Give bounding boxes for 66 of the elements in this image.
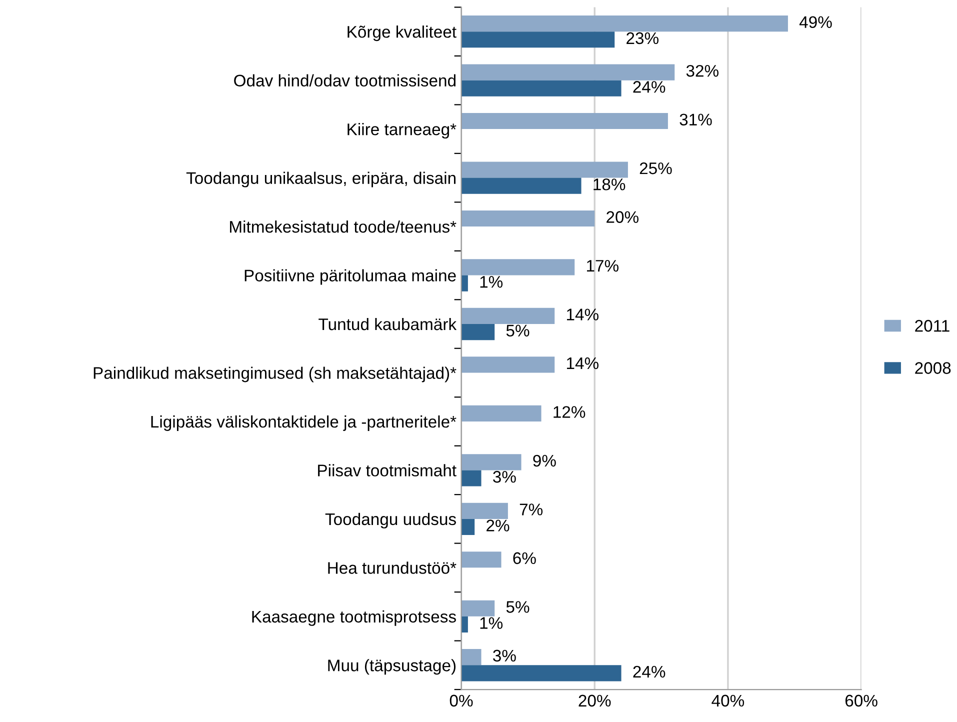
data-label: 14% <box>566 357 598 370</box>
data-label: 32% <box>686 64 718 77</box>
x-tick-label: 40% <box>712 694 744 707</box>
y-tick-label: Kõrge kvaliteet <box>348 26 456 42</box>
y-tick-label: Odav hind/odav tootmissisend <box>234 74 456 87</box>
bar <box>461 552 502 568</box>
data-label: 24% <box>633 81 666 93</box>
data-label: 2% <box>486 520 510 532</box>
bar <box>461 308 555 324</box>
data-label: 24% <box>633 666 666 678</box>
bar <box>461 600 495 616</box>
bar <box>461 178 582 194</box>
y-tick-label: Toodangu uudsus <box>325 512 456 528</box>
x-tick-label: 20% <box>578 694 611 707</box>
data-label: 5% <box>506 601 530 613</box>
data-label: 5% <box>506 324 530 337</box>
data-label: 17% <box>586 260 618 272</box>
y-tick-label: Hea turundustöö* <box>328 562 456 574</box>
legend-label: 2008 <box>915 362 951 374</box>
bar <box>461 275 468 292</box>
y-tick-label: Ligipääs väliskontaktidele ja -partneritele* <box>151 415 456 431</box>
y-tick-label: Piisav tootmismaht <box>318 464 456 476</box>
data-label: 20% <box>606 211 638 223</box>
data-label: 3% <box>493 470 516 483</box>
bar <box>461 324 495 340</box>
bar <box>461 80 622 96</box>
bar <box>461 356 555 373</box>
data-label: 31% <box>680 114 712 126</box>
data-label: 1% <box>480 617 503 629</box>
bar <box>461 518 475 536</box>
bar <box>461 470 482 486</box>
bar <box>461 112 668 130</box>
y-tick-label: Mitmekesistatud toode/teenus* <box>230 220 456 233</box>
y-tick-label: Muu (täpsustage) <box>328 659 456 675</box>
data-label: 6% <box>513 552 536 564</box>
y-tick-label: Paindlikud maksetingimused (sh maksetähtajad)* <box>94 366 456 382</box>
y-tick-label: Toodangu unikaalsus, eripära, disain <box>186 172 456 188</box>
bar <box>461 405 542 422</box>
bar <box>461 616 468 632</box>
data-label: 25% <box>640 162 672 174</box>
x-tick-label: 0% <box>450 694 473 707</box>
bar <box>461 502 508 519</box>
bar <box>461 649 482 666</box>
data-label: 49% <box>799 16 832 28</box>
data-label: 12% <box>554 406 586 418</box>
bar <box>461 665 622 682</box>
bar <box>461 32 615 48</box>
y-tick-label: Positiivne päritolumaa maine <box>244 269 456 285</box>
data-label: 9% <box>533 454 556 467</box>
y-tick-label: Tuntud kaubamärk <box>318 318 457 330</box>
bar <box>461 210 595 227</box>
legend-label: 2011 <box>915 320 950 332</box>
data-label: 23% <box>626 32 658 44</box>
bar <box>461 16 788 32</box>
bar <box>461 162 628 178</box>
data-label: 7% <box>520 504 543 516</box>
data-label: 3% <box>493 650 516 662</box>
bar <box>461 259 575 276</box>
y-tick-label: Kiire tarneaeg* <box>348 123 456 139</box>
data-label: 18% <box>594 178 626 190</box>
data-label: 14% <box>566 308 598 320</box>
data-label: 1% <box>480 276 503 288</box>
y-tick-label: Kaasaegne tootmisprotsess <box>252 610 456 626</box>
x-tick-label: 60% <box>845 694 878 707</box>
bar <box>461 454 522 470</box>
bar <box>461 64 675 80</box>
